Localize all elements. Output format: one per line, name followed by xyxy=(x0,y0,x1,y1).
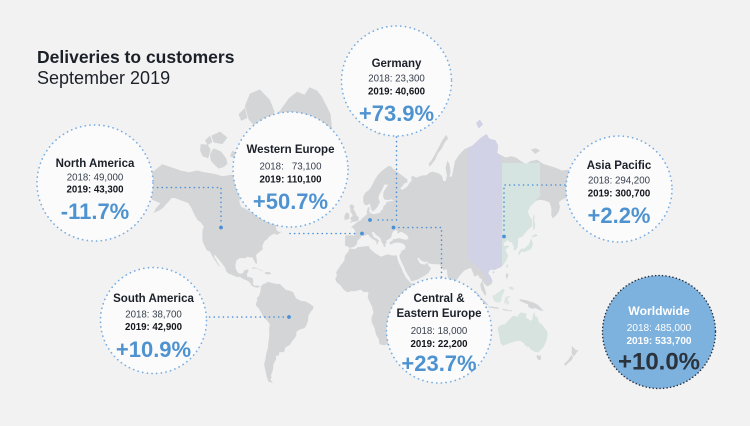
svg-text:-11.7%: -11.7% xyxy=(61,199,130,224)
svg-text:2018: 73,100: 2018: 73,100 xyxy=(260,162,323,173)
svg-text:+10.0%: +10.0% xyxy=(618,349,700,376)
svg-text:+73.9%: +73.9% xyxy=(359,101,434,126)
svg-text:2019: 42,900: 2019: 42,900 xyxy=(125,322,182,333)
svg-text:2019: 22,200: 2019: 22,200 xyxy=(410,339,467,350)
svg-text:2019: 300,700: 2019: 300,700 xyxy=(588,189,651,200)
svg-text:South America: South America xyxy=(113,293,194,305)
svg-text:2019: 110,100: 2019: 110,100 xyxy=(260,175,322,186)
svg-text:2018: 18,000: 2018: 18,000 xyxy=(411,326,468,337)
svg-text:Western Europe: Western Europe xyxy=(247,144,335,156)
svg-text:Germany: Germany xyxy=(372,58,422,70)
svg-text:Deliveries to customers: Deliveries to customers xyxy=(37,47,235,67)
svg-text:2018: 38,700: 2018: 38,700 xyxy=(125,310,182,321)
svg-text:+50.7%: +50.7% xyxy=(253,189,328,214)
svg-text:2018: 49,000: 2018: 49,000 xyxy=(67,173,124,184)
svg-text:September 2019: September 2019 xyxy=(37,68,170,88)
svg-text:2018: 294,200: 2018: 294,200 xyxy=(588,176,651,187)
svg-text:Worldwide: Worldwide xyxy=(628,304,690,318)
svg-text:+2.2%: +2.2% xyxy=(588,203,651,228)
svg-text:Eastern Europe: Eastern Europe xyxy=(397,308,482,320)
svg-text:Asia Pacific: Asia Pacific xyxy=(587,160,652,172)
svg-text:2019: 43,300: 2019: 43,300 xyxy=(66,185,123,196)
svg-text:+10.9%: +10.9% xyxy=(116,337,191,362)
svg-text:Central &: Central & xyxy=(413,293,464,305)
svg-text:2019: 533,700: 2019: 533,700 xyxy=(626,336,691,347)
svg-text:2019: 40,600: 2019: 40,600 xyxy=(368,87,425,98)
svg-text:North America: North America xyxy=(56,158,135,170)
svg-text:+23.7%: +23.7% xyxy=(401,351,476,376)
svg-text:2018: 485,000: 2018: 485,000 xyxy=(627,323,692,334)
svg-text:2018: 23,300: 2018: 23,300 xyxy=(368,74,425,85)
